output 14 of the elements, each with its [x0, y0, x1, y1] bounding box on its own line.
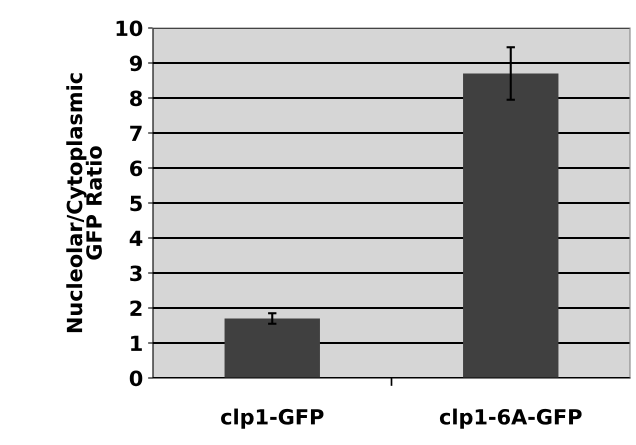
- x-tick-label: clp1-6A-GFP: [440, 408, 582, 429]
- y-tick-label: 6: [130, 160, 142, 176]
- y-tick-label: 9: [130, 55, 142, 72]
- y-axis-title: Nucleolar/Cytoplasmic GFP Ratio: [66, 73, 102, 332]
- y-tick-label: 10: [116, 20, 142, 36]
- y-tick-label: 8: [130, 90, 142, 106]
- y-tick-label: 1: [131, 336, 142, 351]
- y-tick-label: 3: [130, 265, 142, 282]
- y-tick-label: 0: [130, 370, 142, 386]
- y-tick-label: 2: [130, 300, 142, 316]
- y-tick-label: 4: [130, 230, 142, 246]
- y-tick-label: 5: [130, 196, 142, 212]
- y-tick-label: 7: [130, 126, 142, 141]
- x-tick-label: clp1-GFP: [221, 408, 324, 429]
